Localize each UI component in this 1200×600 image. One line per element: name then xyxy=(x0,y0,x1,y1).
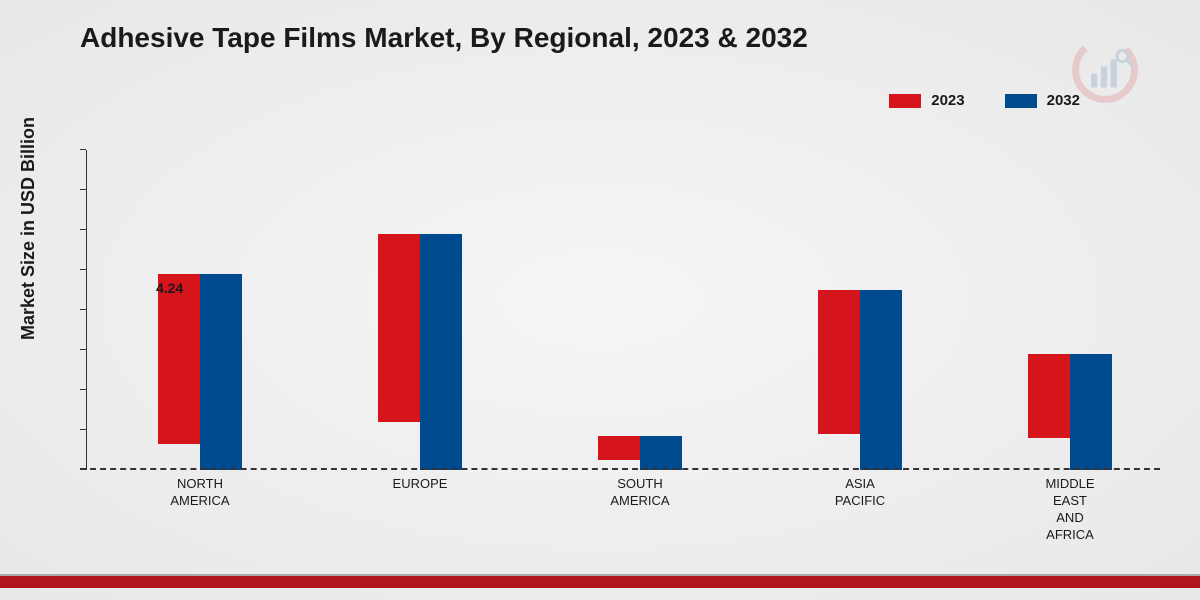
chart-title: Adhesive Tape Films Market, By Regional,… xyxy=(80,22,808,54)
ytick xyxy=(80,269,86,270)
ytick xyxy=(80,229,86,230)
category-label: NORTHAMERICA xyxy=(120,476,280,510)
category-label: SOUTHAMERICA xyxy=(560,476,720,510)
yaxis-line xyxy=(86,150,87,470)
bar-group xyxy=(340,234,500,470)
ytick xyxy=(80,309,86,310)
legend: 2023 2032 xyxy=(889,92,1080,109)
category-label: MIDDLEEASTANDAFRICA xyxy=(990,476,1150,544)
value-label: 4.24 xyxy=(156,280,183,296)
ytick xyxy=(80,349,86,350)
bar-2023 xyxy=(598,436,640,460)
bar-2032 xyxy=(860,290,902,470)
bar-group xyxy=(990,354,1150,470)
bar-2032 xyxy=(420,234,462,470)
bar-2032 xyxy=(200,274,242,470)
legend-swatch-2032 xyxy=(1005,94,1037,108)
bar-group xyxy=(780,290,940,470)
brand-logo xyxy=(1070,35,1140,105)
bar-2023 xyxy=(1028,354,1070,438)
legend-item-2023: 2023 xyxy=(889,92,964,109)
bar-group xyxy=(120,274,280,470)
bar-group xyxy=(560,436,720,470)
footer-bar xyxy=(0,576,1200,588)
bar-2023 xyxy=(158,274,200,444)
yaxis-title: Market Size in USD Billion xyxy=(18,117,39,340)
bar-2032 xyxy=(640,436,682,470)
category-label: ASIAPACIFIC xyxy=(780,476,940,510)
bar-2023 xyxy=(818,290,860,434)
bar-2023 xyxy=(378,234,420,422)
ytick xyxy=(80,189,86,190)
ytick xyxy=(80,429,86,430)
plot-area: 4.24 xyxy=(80,150,1160,470)
legend-label-2023: 2023 xyxy=(931,92,964,109)
category-label: EUROPE xyxy=(340,476,500,493)
x-axis-labels: NORTHAMERICA EUROPE SOUTHAMERICA ASIAPACIFI… xyxy=(80,470,1160,550)
legend-label-2032: 2032 xyxy=(1047,92,1080,109)
legend-item-2032: 2032 xyxy=(1005,92,1080,109)
ytick xyxy=(80,149,86,150)
legend-swatch-2023 xyxy=(889,94,921,108)
bar-2032 xyxy=(1070,354,1112,470)
ytick xyxy=(80,389,86,390)
